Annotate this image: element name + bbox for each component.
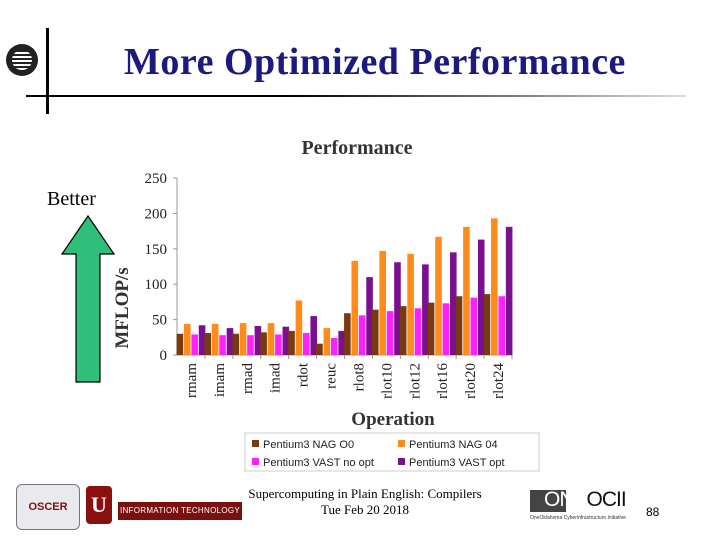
y-tick-label: 0 [160,348,168,364]
chart-title: Performance [301,137,412,159]
bar-imad-series-1 [267,323,275,355]
bar-rlot10-series-2 [386,311,394,355]
x-tick-label-imad: imad [268,363,284,393]
bar-reuc-series-0 [316,343,323,355]
footer-text: Supercomputing in Plain English: Compile… [230,486,500,518]
y-axis-label: MFLOP/s [112,267,133,348]
bar-rmam-series-3 [198,325,206,355]
better-label: Better [47,188,96,210]
x-tick-label-rlot8: rlot8 [351,363,367,391]
bar-imad-series-0 [260,332,267,355]
x-tick-label-rlot24: rlot24 [491,363,507,399]
y-tick-label: 200 [145,206,168,222]
bar-reuc-series-3 [338,330,345,355]
y-tick-label: 50 [152,313,167,329]
bar-rmam-series-0 [176,333,184,355]
x-tick-label-rmad: rmad [240,363,256,394]
y-axis-title: MFLOP/s [112,267,133,348]
bar-rlot20-series-0 [455,296,463,355]
performance-chart: Performance MFLOP/s 0 50 100 150 200 250 rmam… [112,137,540,472]
x-tick-label-reuc: reuc [324,363,340,389]
bar-rlot24-series-1 [491,218,498,355]
oneocii-logo-suffix: OCII [586,488,627,511]
bar-rlot12-series-3 [422,264,429,355]
x-tick-label-rlot20: rlot20 [463,363,479,399]
bar-rlot12-series-0 [399,306,407,355]
y-tick-label: 100 [145,277,168,293]
x-tick-label-rdot: rdot [296,362,312,387]
bar-rlot16-series-0 [427,302,435,355]
bar-rlot8-series-3 [366,277,373,355]
bar-rdot-series-2 [303,333,310,355]
up-arrow-icon [60,214,116,391]
x-tick-label-rlot12: rlot12 [407,363,423,399]
page-number: 88 [646,505,660,519]
x-tick-label-rlot10: rlot10 [379,363,395,399]
legend-label-3: Pentium3 VAST opt [409,457,505,469]
bar-imad-series-2 [275,334,282,355]
x-axis-title: Operation [351,409,435,430]
legend-swatch-1 [398,440,405,447]
bar-rlot12-series-2 [414,308,422,355]
bar-rlot24-series-3 [505,226,513,355]
x-tick-label-imam: imam [212,363,228,397]
oscer-logo: OSCER [16,484,80,530]
bar-rdot-series-3 [310,316,318,355]
bar-rlot20-series-2 [470,297,478,355]
bar-rmad-series-3 [254,325,262,355]
bar-rlot20-series-3 [477,239,485,355]
bar-rlot16-series-1 [435,236,442,355]
bar-rlot10-series-1 [379,250,386,355]
legend: Pentium3 NAG O0 Pentium3 NAG 04 Pentium3 V… [252,439,505,469]
ou-logo: U [86,486,112,524]
legend-label-0: Pentium3 NAG O0 [263,439,354,451]
legend-label-1: Pentium3 NAG 04 [409,439,498,451]
bar-rdot-series-1 [295,300,303,355]
bar-reuc-series-1 [323,328,331,355]
y-tick-label: 150 [145,242,168,258]
bar-rmad-series-0 [232,333,239,355]
bar-rlot10-series-0 [371,309,379,355]
bar-rlot16-series-2 [442,303,450,355]
oneocii-logo-prefix: ONE [544,488,588,511]
y-tick-label: 250 [145,171,168,187]
slide-title: More Optimized Performance [124,41,626,83]
bar-rlot8-series-1 [351,260,359,355]
legend-swatch-0 [252,440,259,447]
footer-date: Tue Feb 20 2018 [320,502,409,517]
footer-course-title: Supercomputing in Plain English: Compile… [248,486,482,501]
bar-reuc-series-2 [330,338,338,355]
bar-imad-series-3 [282,326,290,355]
bar-rmad-series-2 [247,335,254,355]
globe-logo-icon [6,44,38,76]
x-tick-label-rmam: rmam [184,363,200,398]
bar-rlot24-series-2 [498,296,506,355]
legend-swatch-2 [252,458,259,465]
bar-rlot8-series-2 [358,315,366,355]
information-technology-logo: INFORMATION TECHNOLOGY [118,502,242,520]
bar-rmad-series-1 [239,323,247,355]
bar-imam-series-2 [219,335,226,355]
title-divider-vertical [46,28,49,114]
legend-label-2: Pentium3 VAST no opt [263,457,374,469]
x-tick-label-rlot16: rlot16 [435,363,451,399]
legend-box [244,432,540,472]
legend-swatch-3 [398,458,405,465]
bar-rlot20-series-1 [463,226,470,355]
bar-rdot-series-0 [288,330,295,355]
bar-rlot16-series-3 [450,252,457,355]
oneocii-logo: ONEOCII OneOklahoma Cyberinfrastructure … [530,488,640,524]
bar-rlot8-series-0 [344,313,351,355]
title-divider-horizontal [26,95,686,97]
oneocii-tagline: OneOklahoma Cyberinfrastructure Initiati… [530,515,626,521]
bar-imam-series-3 [226,328,234,355]
up-arrow-shape [60,214,116,383]
bar-rmam-series-1 [183,323,191,355]
bar-imam-series-0 [204,333,212,355]
bar-rmam-series-2 [191,334,198,355]
bar-rlot24-series-0 [483,294,491,355]
bar-rlot10-series-3 [394,262,401,355]
bar-imam-series-1 [211,323,219,355]
bar-rlot12-series-1 [407,253,414,355]
